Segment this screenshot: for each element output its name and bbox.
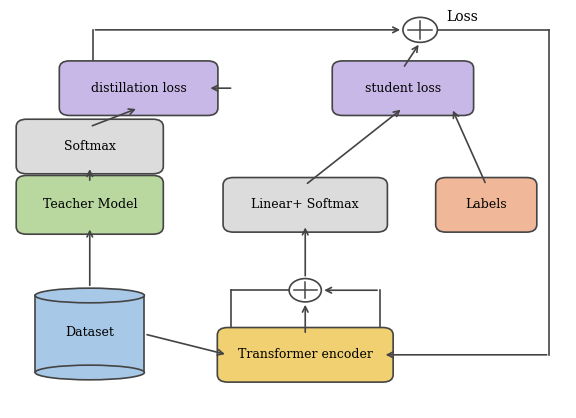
Text: distillation loss: distillation loss (91, 82, 187, 95)
FancyBboxPatch shape (332, 61, 473, 115)
FancyBboxPatch shape (223, 178, 388, 232)
Text: Loss: Loss (446, 10, 478, 24)
Text: Dataset: Dataset (65, 326, 114, 339)
Ellipse shape (35, 365, 145, 380)
Ellipse shape (35, 288, 145, 303)
FancyBboxPatch shape (435, 178, 537, 232)
Text: Softmax: Softmax (64, 140, 116, 153)
FancyBboxPatch shape (16, 176, 164, 234)
FancyBboxPatch shape (217, 328, 393, 382)
Text: Teacher Model: Teacher Model (43, 198, 137, 212)
FancyBboxPatch shape (59, 61, 218, 115)
Circle shape (403, 18, 437, 42)
Bar (35, 296, 145, 372)
Circle shape (289, 278, 321, 302)
Text: Labels: Labels (465, 198, 507, 212)
Text: student loss: student loss (365, 82, 441, 95)
Text: Linear+ Softmax: Linear+ Softmax (252, 198, 359, 212)
FancyBboxPatch shape (16, 119, 164, 174)
Text: Transformer encoder: Transformer encoder (238, 348, 373, 361)
